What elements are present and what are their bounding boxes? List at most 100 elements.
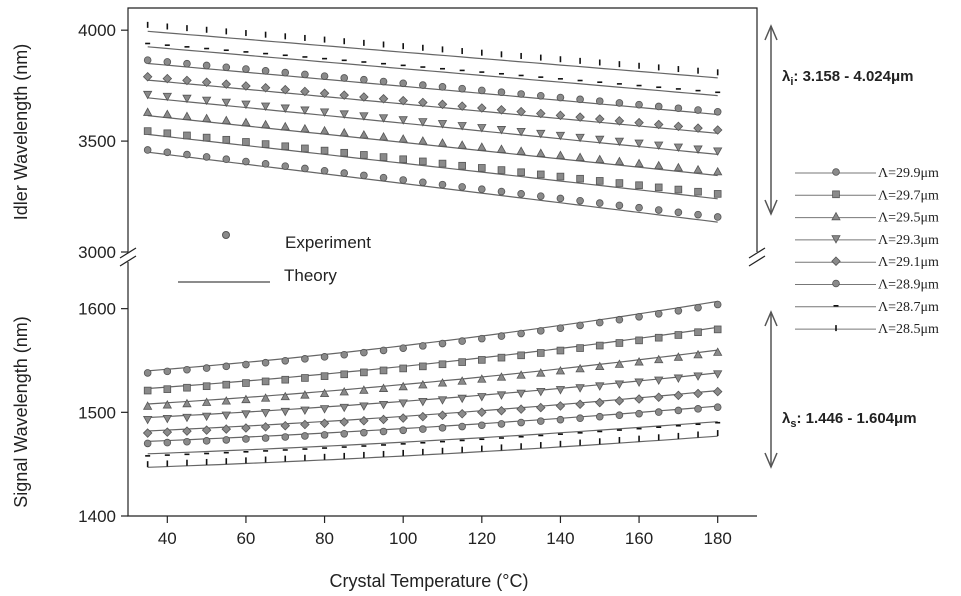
signal-data-point-4-3 bbox=[201, 425, 212, 435]
signal-data-point-1-23 bbox=[595, 341, 604, 350]
signal-theory-line-7 bbox=[147, 435, 718, 468]
signal-data-point-4-15 bbox=[437, 410, 448, 421]
idler-data-point-3-14 bbox=[418, 118, 428, 127]
signal-data-point-1-4 bbox=[222, 380, 231, 389]
signal-data-point-0-2 bbox=[183, 365, 191, 374]
idler-panel-frame bbox=[127, 7, 758, 252]
signal-data-point-4-18 bbox=[496, 405, 507, 416]
idler-y-tick-label-3500: 3500 bbox=[78, 132, 116, 151]
signal-data-point-5-7 bbox=[281, 433, 290, 441]
idler-data-point-4-22 bbox=[575, 112, 585, 122]
signal-data-point-3-3 bbox=[201, 412, 212, 422]
idler-range-annotation: λi: 3.158 - 4.024μm bbox=[782, 68, 914, 88]
idler-data-point-1-11 bbox=[360, 151, 368, 159]
signal-data-point-5-27 bbox=[674, 406, 683, 415]
idler-data-point-4-11 bbox=[359, 92, 369, 102]
signal-data-point-4-27 bbox=[673, 390, 684, 401]
idler-data-point-3-23 bbox=[595, 135, 605, 145]
signal-data-point-3-21 bbox=[555, 386, 566, 395]
idler-data-point-5-26 bbox=[654, 102, 663, 111]
signal-data-point-5-14 bbox=[419, 425, 427, 433]
signal-data-point-2-23 bbox=[595, 361, 605, 371]
signal-data-point-1-20 bbox=[536, 349, 545, 357]
signal-data-point-4-24 bbox=[614, 396, 625, 406]
legend-label-2: Λ=29.5μm bbox=[878, 211, 939, 226]
idler-data-point-2-10 bbox=[339, 127, 349, 137]
signal-data-point-2-12 bbox=[378, 383, 389, 392]
idler-data-point-4-23 bbox=[594, 114, 605, 124]
signal-data-point-4-26 bbox=[653, 392, 664, 402]
inner-legend-experiment-label: Experiment bbox=[285, 233, 371, 252]
signal-data-point-3-10 bbox=[339, 403, 349, 413]
idler-data-point-4-26 bbox=[653, 119, 664, 130]
idler-range-unit: μm bbox=[891, 68, 914, 85]
idler-data-point-0-14 bbox=[419, 178, 427, 187]
idler-data-point-4-25 bbox=[634, 117, 644, 128]
signal-data-point-4-19 bbox=[516, 404, 526, 414]
signal-data-point-2-29 bbox=[713, 347, 723, 356]
signal-data-point-0-1 bbox=[163, 367, 172, 376]
signal-data-point-3-27 bbox=[673, 374, 684, 383]
signal-range-symbol: λ bbox=[782, 410, 791, 427]
signal-data-point-1-17 bbox=[478, 356, 486, 364]
signal-data-point-3-26 bbox=[654, 376, 664, 385]
legend-marker-0 bbox=[832, 168, 840, 176]
signal-data-point-0-22 bbox=[576, 321, 584, 330]
idler-data-point-4-9 bbox=[319, 88, 330, 99]
idler-data-point-2-20 bbox=[536, 148, 546, 157]
signal-data-point-1-9 bbox=[320, 372, 329, 380]
legend-marker-2 bbox=[831, 211, 841, 221]
signal-data-point-3-20 bbox=[536, 387, 546, 397]
signal-data-point-0-5 bbox=[242, 360, 250, 369]
idler-data-point-2-0 bbox=[142, 107, 153, 116]
idler-data-point-0-12 bbox=[379, 173, 388, 182]
idler-data-point-0-5 bbox=[242, 157, 250, 166]
idler-data-point-1-15 bbox=[438, 159, 447, 168]
idler-data-point-1-5 bbox=[242, 138, 250, 146]
signal-data-point-4-5 bbox=[241, 423, 251, 433]
idler-data-point-4-24 bbox=[614, 116, 625, 126]
idler-data-point-3-17 bbox=[477, 124, 487, 133]
idler-data-point-2-12 bbox=[378, 132, 389, 141]
signal-data-point-4-21 bbox=[555, 401, 566, 411]
signal-data-point-2-19 bbox=[516, 370, 526, 379]
idler-data-point-3-29 bbox=[713, 147, 723, 156]
signal-data-point-5-3 bbox=[202, 437, 211, 445]
idler-data-point-4-21 bbox=[555, 110, 566, 121]
idler-data-point-5-10 bbox=[340, 74, 349, 82]
signal-data-point-1-27 bbox=[674, 331, 683, 339]
idler-data-point-4-29 bbox=[712, 125, 723, 135]
idler-data-point-0-27 bbox=[674, 208, 683, 217]
legend-label-3: Λ=29.3μm bbox=[878, 233, 939, 248]
idler-range-value: : 3.158 - 4.024 bbox=[793, 68, 891, 85]
signal-data-point-3-4 bbox=[221, 411, 231, 421]
idler-data-point-5-3 bbox=[202, 61, 211, 70]
idler-data-point-1-28 bbox=[694, 187, 702, 196]
signal-data-point-5-13 bbox=[399, 426, 407, 435]
signal-range-unit: μm bbox=[894, 410, 917, 427]
idler-data-point-1-17 bbox=[478, 164, 486, 172]
idler-data-point-1-22 bbox=[576, 174, 584, 183]
idler-data-point-5-4 bbox=[222, 63, 231, 72]
idler-data-point-5-20 bbox=[536, 91, 545, 100]
signal-data-point-3-7 bbox=[280, 407, 290, 417]
signal-data-point-2-4 bbox=[221, 396, 231, 405]
signal-data-point-1-25 bbox=[635, 336, 643, 345]
idler-data-point-2-9 bbox=[319, 125, 330, 135]
idler-data-point-3-21 bbox=[555, 131, 566, 141]
signal-data-point-2-25 bbox=[634, 357, 644, 366]
signal-data-point-0-11 bbox=[360, 348, 368, 357]
idler-theory-line-5 bbox=[147, 62, 718, 116]
idler-data-point-2-4 bbox=[221, 115, 231, 125]
idler-data-point-2-17 bbox=[477, 142, 487, 151]
idler-theory-line-6 bbox=[147, 46, 718, 97]
signal-range-annotation: λs: 1.446 - 1.604μm bbox=[782, 410, 917, 430]
idler-data-point-4-5 bbox=[241, 81, 251, 91]
idler-data-point-3-4 bbox=[221, 98, 231, 108]
idler-data-point-2-3 bbox=[201, 113, 212, 123]
signal-data-point-5-20 bbox=[536, 417, 545, 425]
idler-theory-line-4 bbox=[147, 79, 718, 134]
idler-data-point-3-24 bbox=[614, 137, 625, 147]
idler-data-point-1-3 bbox=[202, 133, 211, 142]
idler-data-point-1-6 bbox=[261, 140, 270, 148]
